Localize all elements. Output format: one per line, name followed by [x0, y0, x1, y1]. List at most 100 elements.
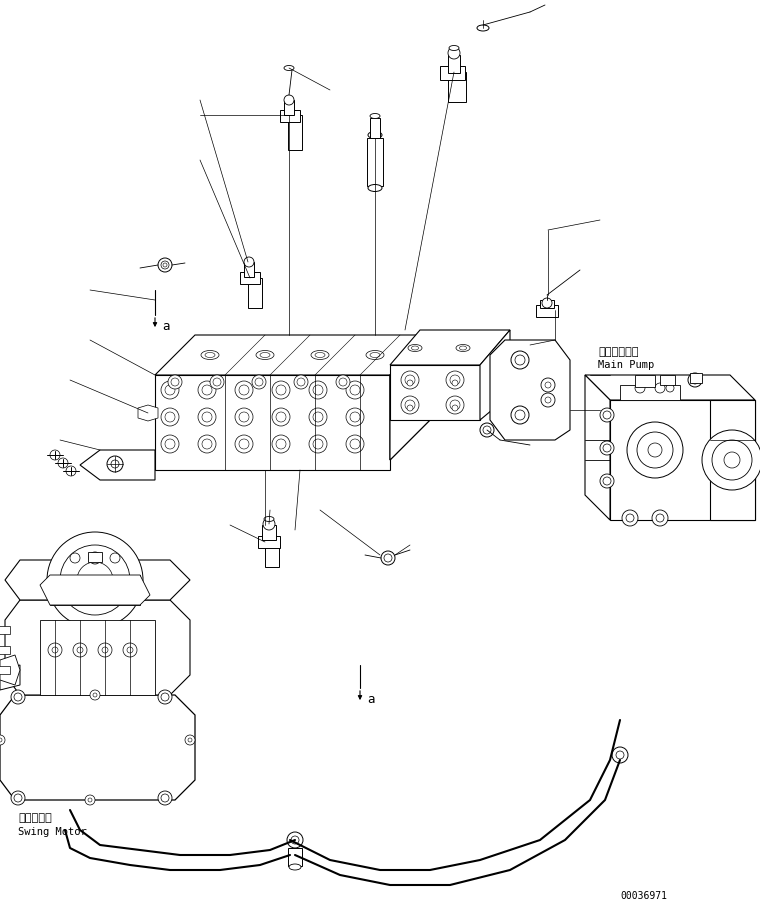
- Circle shape: [448, 47, 460, 59]
- Circle shape: [691, 376, 699, 384]
- Circle shape: [127, 647, 133, 653]
- Polygon shape: [480, 330, 510, 420]
- Circle shape: [60, 545, 130, 615]
- Bar: [0, 646, 10, 654]
- Circle shape: [446, 396, 464, 414]
- Circle shape: [111, 460, 119, 468]
- Text: メインポンプ: メインポンプ: [598, 347, 638, 357]
- Circle shape: [161, 261, 169, 269]
- Circle shape: [14, 794, 22, 802]
- Circle shape: [309, 435, 327, 453]
- Circle shape: [89, 552, 101, 564]
- Circle shape: [252, 375, 266, 389]
- Circle shape: [168, 375, 182, 389]
- Circle shape: [600, 474, 614, 488]
- Circle shape: [480, 423, 494, 437]
- Ellipse shape: [456, 345, 470, 352]
- Circle shape: [77, 647, 83, 653]
- Circle shape: [724, 452, 740, 468]
- Circle shape: [70, 553, 80, 563]
- Circle shape: [637, 432, 673, 468]
- Ellipse shape: [366, 351, 384, 359]
- Ellipse shape: [315, 353, 325, 357]
- Circle shape: [655, 383, 665, 393]
- Circle shape: [102, 647, 108, 653]
- Circle shape: [198, 408, 216, 426]
- Circle shape: [545, 382, 551, 388]
- Circle shape: [336, 375, 350, 389]
- Circle shape: [276, 385, 286, 395]
- Circle shape: [0, 735, 5, 745]
- Circle shape: [603, 444, 611, 452]
- Text: a: a: [367, 693, 375, 706]
- Ellipse shape: [449, 45, 459, 51]
- Ellipse shape: [408, 345, 422, 352]
- Circle shape: [188, 738, 192, 742]
- Polygon shape: [0, 665, 20, 690]
- Circle shape: [235, 381, 253, 399]
- Bar: [660, 375, 675, 385]
- Circle shape: [284, 95, 294, 105]
- Bar: [367, 138, 383, 186]
- Circle shape: [88, 798, 92, 802]
- Circle shape: [350, 385, 360, 395]
- Text: Swing Motor: Swing Motor: [18, 827, 87, 837]
- Circle shape: [346, 435, 364, 453]
- Polygon shape: [40, 575, 150, 605]
- Circle shape: [276, 439, 286, 449]
- Circle shape: [77, 562, 113, 598]
- Text: Main Pump: Main Pump: [598, 360, 654, 370]
- Circle shape: [85, 795, 95, 805]
- Circle shape: [297, 378, 305, 386]
- Bar: [88, 552, 102, 562]
- Ellipse shape: [368, 185, 382, 192]
- Polygon shape: [610, 400, 755, 520]
- Polygon shape: [155, 375, 390, 470]
- Circle shape: [603, 477, 611, 485]
- Circle shape: [401, 396, 419, 414]
- Ellipse shape: [368, 132, 382, 138]
- Ellipse shape: [311, 351, 329, 359]
- Circle shape: [47, 532, 143, 628]
- Text: a: a: [162, 320, 169, 333]
- Ellipse shape: [201, 351, 219, 359]
- Circle shape: [407, 405, 413, 411]
- Circle shape: [515, 355, 525, 365]
- Circle shape: [350, 439, 360, 449]
- Circle shape: [350, 412, 360, 422]
- Polygon shape: [390, 365, 480, 420]
- Circle shape: [161, 435, 179, 453]
- Circle shape: [688, 373, 702, 387]
- Circle shape: [313, 385, 323, 395]
- Circle shape: [165, 385, 175, 395]
- Circle shape: [165, 412, 175, 422]
- Bar: [370, 118, 380, 138]
- Circle shape: [346, 408, 364, 426]
- Circle shape: [50, 450, 60, 460]
- Ellipse shape: [411, 346, 419, 350]
- Circle shape: [666, 384, 674, 392]
- Circle shape: [244, 257, 254, 267]
- Circle shape: [48, 643, 62, 657]
- Circle shape: [110, 553, 120, 563]
- Circle shape: [52, 647, 58, 653]
- Circle shape: [185, 735, 195, 745]
- Circle shape: [656, 514, 664, 522]
- Circle shape: [158, 258, 172, 272]
- Circle shape: [622, 510, 638, 526]
- Bar: [448, 55, 460, 73]
- Circle shape: [702, 430, 760, 490]
- Ellipse shape: [260, 353, 270, 357]
- Text: 00036971: 00036971: [620, 891, 667, 901]
- Ellipse shape: [284, 65, 294, 71]
- Circle shape: [452, 380, 458, 386]
- Circle shape: [511, 351, 529, 369]
- Bar: [240, 272, 260, 284]
- Circle shape: [202, 412, 212, 422]
- Circle shape: [313, 439, 323, 449]
- Circle shape: [446, 371, 464, 389]
- Polygon shape: [0, 655, 20, 685]
- Bar: [262, 525, 276, 540]
- Circle shape: [98, 643, 112, 657]
- Circle shape: [161, 693, 169, 701]
